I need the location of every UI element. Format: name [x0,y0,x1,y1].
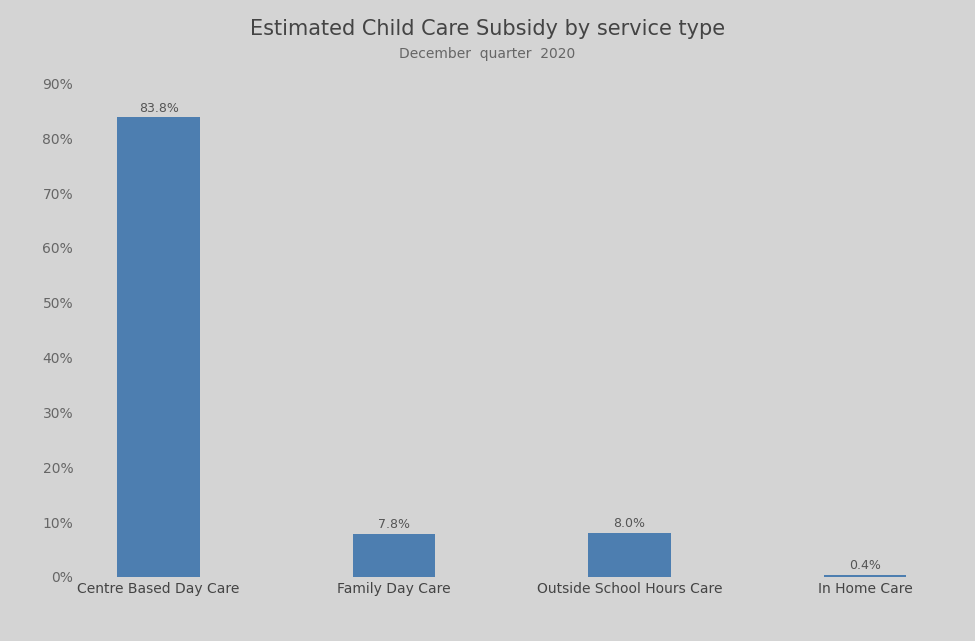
Text: 0.4%: 0.4% [849,559,881,572]
Text: December  quarter  2020: December quarter 2020 [400,47,575,62]
Text: 7.8%: 7.8% [378,519,410,531]
Bar [353,534,436,577]
Bar [824,575,907,577]
Text: 8.0%: 8.0% [613,517,645,530]
Bar [588,533,671,577]
Text: Estimated Child Care Subsidy by service type: Estimated Child Care Subsidy by service … [250,19,725,39]
Text: 83.8%: 83.8% [138,101,178,115]
Bar [117,117,200,577]
